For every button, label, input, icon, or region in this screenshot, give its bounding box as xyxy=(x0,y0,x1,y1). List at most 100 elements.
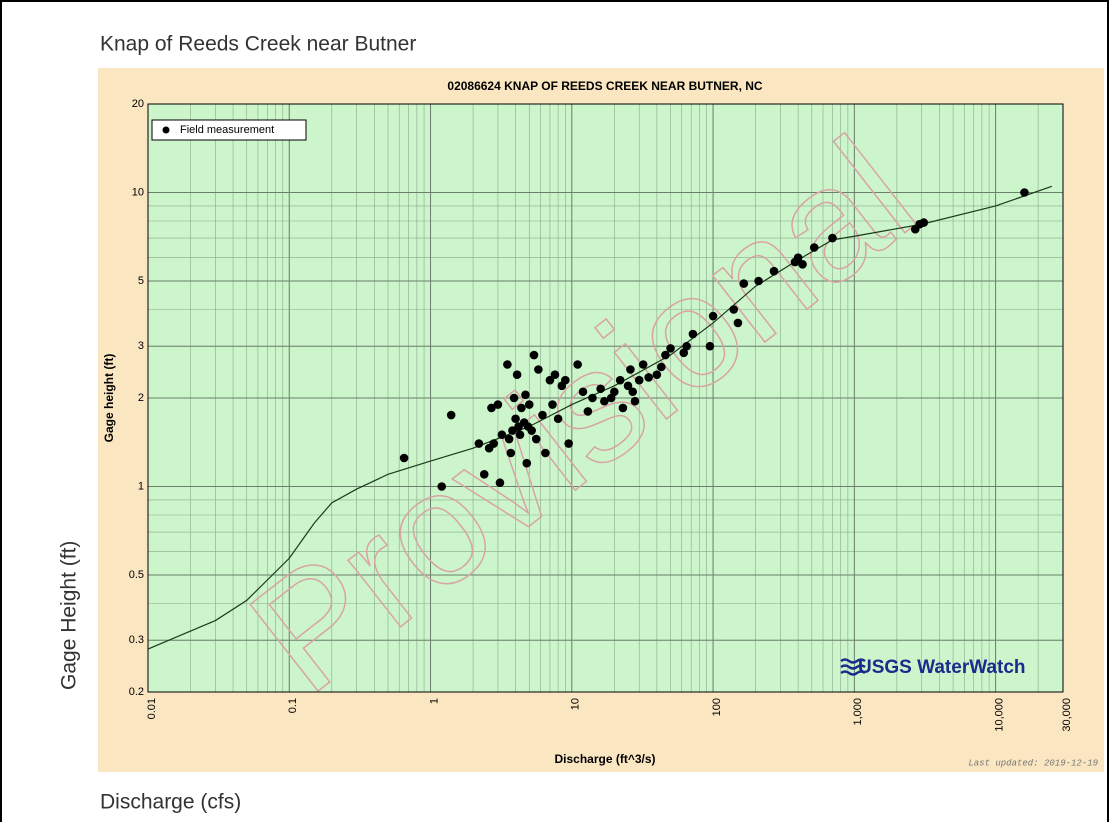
logo-icon xyxy=(840,658,866,676)
page-title: Knap of Reeds Creek near Butner xyxy=(100,33,416,56)
data-point xyxy=(682,341,691,351)
y-tick-label: 5 xyxy=(138,275,144,287)
data-point xyxy=(512,370,522,380)
data-point xyxy=(634,375,644,385)
data-point xyxy=(522,458,532,468)
data-point xyxy=(487,403,496,413)
chart-title: 02086624 KNAP OF REEDS CREEK NEAR BUTNER… xyxy=(447,79,763,93)
page-x-label: Discharge (cfs) xyxy=(100,791,241,814)
x-tick-label: 100 xyxy=(711,698,723,716)
data-point xyxy=(561,375,570,385)
legend-marker xyxy=(162,126,170,134)
y-tick-label: 3 xyxy=(138,340,144,352)
x-tick-label: 1 xyxy=(428,698,440,704)
data-point xyxy=(596,384,605,394)
data-point xyxy=(495,478,505,488)
data-point xyxy=(754,276,763,286)
data-point xyxy=(521,390,530,400)
data-point xyxy=(515,430,525,440)
data-point xyxy=(511,414,520,424)
y-tick-label: 2 xyxy=(138,392,144,404)
plot-border xyxy=(147,103,1064,693)
data-point xyxy=(666,344,675,353)
page-y-label: Gage Height (ft) xyxy=(58,541,81,690)
data-point xyxy=(588,393,597,403)
y-tick-label: 0.5 xyxy=(129,569,144,581)
data-point xyxy=(688,329,698,339)
data-point xyxy=(578,387,588,397)
data-point xyxy=(583,407,593,416)
data-point xyxy=(919,218,929,227)
x-tick-label: 1,000 xyxy=(852,698,864,726)
data-point xyxy=(769,266,779,276)
data-point xyxy=(739,279,749,288)
data-point xyxy=(508,426,517,435)
data-point xyxy=(564,439,573,448)
data-point xyxy=(1020,188,1029,197)
last-updated: Last updated: 2019-12-19 xyxy=(968,758,1098,768)
data-point xyxy=(615,375,625,385)
data-point xyxy=(630,396,640,406)
y-tick-label: 10 xyxy=(132,186,144,198)
data-point xyxy=(446,410,456,420)
data-point xyxy=(534,365,543,374)
legend-box xyxy=(151,119,307,141)
data-point xyxy=(479,470,489,479)
data-point xyxy=(550,370,560,380)
data-point xyxy=(638,360,648,369)
data-point xyxy=(644,373,653,382)
y-tick-label: 0.2 xyxy=(129,686,144,698)
data-point xyxy=(399,453,409,463)
data-point xyxy=(610,387,619,397)
data-point xyxy=(628,387,638,397)
data-point xyxy=(553,414,563,424)
data-point xyxy=(809,243,819,252)
data-point xyxy=(548,400,557,409)
data-point xyxy=(626,365,635,374)
data-point xyxy=(623,381,633,391)
data-point xyxy=(705,341,715,351)
data-point xyxy=(517,403,526,413)
x-tick-label: 10,000 xyxy=(994,698,1006,732)
data-point xyxy=(531,434,541,444)
data-point xyxy=(661,350,670,360)
data-point xyxy=(600,396,609,406)
y-tick-label: 20 xyxy=(132,98,144,110)
data-point xyxy=(618,403,628,413)
rating-curve xyxy=(147,185,1053,650)
data-point xyxy=(541,448,550,458)
data-point xyxy=(529,350,539,360)
legend-label: Field measurement xyxy=(180,124,274,136)
data-point xyxy=(545,375,555,385)
data-point xyxy=(437,482,447,491)
data-point xyxy=(503,360,512,369)
data-point xyxy=(573,360,582,369)
x-tick-label: 10 xyxy=(570,698,582,710)
y-tick-label: 1 xyxy=(138,480,144,492)
data-point xyxy=(497,430,507,440)
data-point xyxy=(493,400,503,409)
data-point xyxy=(504,434,514,444)
data-point xyxy=(798,259,807,269)
data-point xyxy=(708,311,718,321)
x-axis-label: Discharge (ft^3/s) xyxy=(554,752,655,766)
data-point xyxy=(828,233,837,243)
data-point xyxy=(489,439,499,448)
x-tick-label: 0.1 xyxy=(287,698,299,713)
data-point xyxy=(656,362,666,372)
data-point xyxy=(527,426,536,435)
data-point xyxy=(524,400,534,409)
data-point xyxy=(509,393,519,403)
data-point xyxy=(652,370,662,380)
data-point xyxy=(733,318,743,328)
x-tick-label: 0.01 xyxy=(146,698,158,719)
data-point xyxy=(506,448,516,458)
data-point xyxy=(538,410,547,420)
data-point xyxy=(474,439,484,448)
y-axis-label: Gage height (ft) xyxy=(102,354,116,443)
y-tick-label: 0.3 xyxy=(129,634,144,646)
data-point xyxy=(679,348,689,358)
